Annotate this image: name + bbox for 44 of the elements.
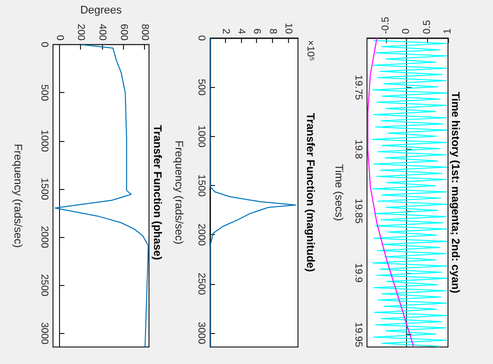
x-tick-label: -0.5 <box>380 16 392 34</box>
y-tick-label: 3000 <box>38 322 50 345</box>
y-tick-label: 1000 <box>196 125 206 148</box>
text: Transfer Function (phase) <box>151 124 163 260</box>
x-tick-label: 0 <box>401 28 412 34</box>
text: Time history (1st: magenta; 2nd: cyan) <box>449 92 461 294</box>
y-axis-title: Time (secs) <box>332 164 344 222</box>
y-tick-label: 19.85 <box>352 198 364 224</box>
x-tick-label: 4 <box>236 28 247 34</box>
text: ×10⁵ <box>304 40 316 62</box>
x-tick-label: 600 <box>118 24 129 42</box>
y-tick-label: 19.8 <box>352 140 364 160</box>
y-tick-label: 2000 <box>196 224 206 246</box>
x-tick-label: 800 <box>139 24 150 42</box>
line-series <box>210 38 296 348</box>
y-tick-label: 1500 <box>38 178 50 201</box>
y-tick-label: 0 <box>38 42 50 48</box>
y-tick-label: 2500 <box>196 272 206 296</box>
x-tick-label: 6 <box>251 28 262 34</box>
y-tick-label: 1000 <box>38 130 50 152</box>
x-axis-title: Degrees <box>80 4 122 16</box>
x-tick-label: 2 <box>220 28 232 34</box>
y-tick-label: 3000 <box>196 322 206 345</box>
line-series <box>367 38 414 348</box>
x-tick-label: 1 <box>442 28 454 34</box>
y-axis-title: Frequency (rads/sec) <box>12 144 24 248</box>
y-tick-label: 19.75 <box>352 74 364 100</box>
x-tick-label: 400 <box>96 24 108 42</box>
y-tick-label: 19.9 <box>352 263 364 284</box>
x-tick-label: 10 <box>282 22 294 34</box>
y-tick-label: 1500 <box>196 174 206 198</box>
x-tick-label: 0.5 <box>422 20 433 34</box>
x-tick-label: 8 <box>266 28 278 34</box>
y-tick-label: 500 <box>38 84 50 102</box>
line-series <box>54 44 149 348</box>
text: Transfer Function (magnitude) <box>304 113 316 272</box>
y-axis-title: Frequency (rads/sec) <box>172 140 184 244</box>
y-tick-label: 2000 <box>38 226 50 249</box>
y-tick-label: 500 <box>196 78 206 96</box>
y-tick-label: 19.95 <box>352 322 364 348</box>
x-tick-label: 0 <box>54 35 65 42</box>
x-tick-label: 200 <box>75 24 86 42</box>
y-tick-label: 2500 <box>38 274 50 297</box>
line-series <box>372 40 448 347</box>
